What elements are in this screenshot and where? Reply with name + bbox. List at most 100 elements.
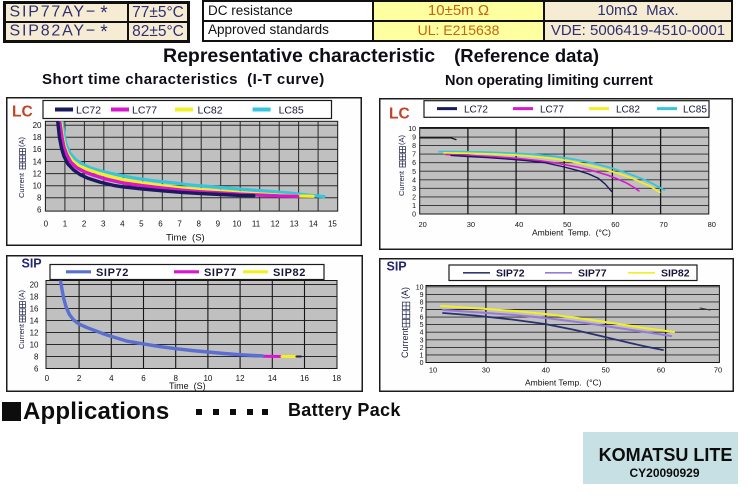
- svg-text:(A): (A): [397, 135, 406, 146]
- svg-text:8: 8: [196, 220, 201, 229]
- svg-text:2: 2: [77, 374, 82, 383]
- svg-text:7: 7: [420, 307, 424, 314]
- svg-text:10: 10: [416, 284, 424, 291]
- svg-text:40: 40: [542, 366, 550, 375]
- svg-text:LC72: LC72: [76, 105, 101, 117]
- svg-text:5: 5: [412, 169, 416, 176]
- svg-text:4: 4: [420, 330, 424, 337]
- svg-text:18: 18: [30, 292, 39, 301]
- svg-text:13: 13: [290, 220, 299, 229]
- svg-text:SIP72: SIP72: [96, 267, 129, 279]
- svg-text:(A): (A): [400, 287, 410, 299]
- svg-text:(A): (A): [17, 137, 26, 148]
- svg-text:18: 18: [332, 374, 341, 383]
- svg-text:6: 6: [412, 160, 416, 167]
- svg-text:14: 14: [268, 374, 277, 383]
- svg-text:Time (S): Time (S): [169, 381, 206, 391]
- svg-text:9: 9: [412, 135, 416, 142]
- svg-text:LC: LC: [389, 106, 410, 123]
- svg-text:LC: LC: [12, 104, 33, 121]
- svg-text:7: 7: [412, 152, 416, 159]
- svg-text:LC85: LC85: [279, 105, 304, 117]
- svg-text:14: 14: [30, 316, 39, 325]
- svg-text:8: 8: [37, 194, 42, 203]
- svg-text:Current: Current: [397, 170, 406, 196]
- svg-text:6: 6: [158, 220, 163, 229]
- svg-text:10: 10: [408, 126, 416, 133]
- svg-text:20: 20: [419, 220, 427, 229]
- svg-text:Current: Current: [17, 323, 26, 349]
- svg-text:Ambient Temp. (°C): Ambient Temp. (°C): [532, 228, 611, 238]
- svg-text:Current: Current: [17, 172, 26, 198]
- svg-text:16: 16: [300, 374, 309, 383]
- svg-text:LC77: LC77: [132, 105, 157, 117]
- svg-text:LC82: LC82: [198, 105, 223, 117]
- svg-text:1: 1: [63, 220, 68, 229]
- svg-text:30: 30: [482, 366, 490, 375]
- svg-text:9: 9: [216, 220, 221, 229]
- svg-text:2: 2: [82, 220, 87, 229]
- svg-text:10: 10: [232, 220, 241, 229]
- svg-text:LC72: LC72: [464, 105, 488, 116]
- svg-text:5: 5: [420, 322, 424, 329]
- svg-text:SIP72: SIP72: [496, 268, 525, 280]
- svg-text:40: 40: [515, 220, 523, 229]
- svg-text:80: 80: [708, 220, 716, 229]
- svg-text:70: 70: [714, 366, 722, 375]
- svg-text:12: 12: [236, 374, 245, 383]
- svg-text:12: 12: [271, 220, 280, 229]
- svg-text:50: 50: [602, 366, 610, 375]
- svg-text:60: 60: [611, 220, 619, 229]
- svg-text:0: 0: [412, 212, 416, 219]
- svg-text:6: 6: [420, 315, 424, 322]
- svg-text:SIP: SIP: [387, 260, 407, 274]
- svg-text:8: 8: [34, 352, 39, 361]
- svg-text:6: 6: [34, 364, 39, 373]
- svg-text:8: 8: [420, 299, 424, 306]
- svg-text:9: 9: [420, 292, 424, 299]
- svg-text:20: 20: [33, 121, 42, 130]
- svg-text:15: 15: [328, 220, 337, 229]
- svg-text:4: 4: [109, 374, 114, 383]
- svg-text:5: 5: [139, 220, 144, 229]
- svg-text:10: 10: [30, 340, 39, 349]
- svg-text:16: 16: [33, 145, 42, 154]
- svg-text:3: 3: [420, 337, 424, 344]
- svg-text:LC82: LC82: [616, 105, 640, 116]
- svg-text:14: 14: [309, 220, 318, 229]
- svg-text:SIP82: SIP82: [661, 268, 690, 280]
- svg-text:LC77: LC77: [540, 105, 564, 116]
- svg-text:Ambient Temp. (°C): Ambient Temp. (°C): [525, 378, 602, 388]
- svg-text:0: 0: [420, 360, 424, 367]
- svg-text:SIP: SIP: [22, 257, 42, 271]
- svg-text:SIP77: SIP77: [204, 267, 237, 279]
- svg-text:50: 50: [563, 220, 571, 229]
- svg-text:Time (S): Time (S): [166, 233, 205, 244]
- svg-text:4: 4: [412, 177, 416, 184]
- svg-text:4: 4: [120, 220, 125, 229]
- svg-text:16: 16: [30, 304, 39, 313]
- svg-text:18: 18: [33, 133, 42, 142]
- svg-text:8: 8: [173, 374, 178, 383]
- svg-text:7: 7: [177, 220, 182, 229]
- svg-text:1: 1: [420, 352, 424, 359]
- svg-text:10: 10: [429, 366, 437, 375]
- svg-text:1: 1: [412, 203, 416, 210]
- svg-text:8: 8: [412, 143, 416, 150]
- svg-text:70: 70: [659, 220, 667, 229]
- svg-text:Current: Current: [400, 327, 410, 358]
- svg-text:10: 10: [203, 374, 212, 383]
- svg-text:0: 0: [44, 220, 49, 229]
- svg-text:2: 2: [420, 345, 424, 352]
- svg-text:12: 12: [33, 169, 42, 178]
- svg-text:10: 10: [33, 182, 42, 191]
- svg-text:6: 6: [141, 374, 146, 383]
- svg-text:2: 2: [412, 194, 416, 201]
- svg-text:0: 0: [45, 374, 50, 383]
- svg-text:11: 11: [252, 220, 261, 229]
- svg-text:3: 3: [101, 220, 106, 229]
- svg-text:20: 20: [30, 280, 39, 289]
- svg-text:(A): (A): [17, 290, 26, 301]
- svg-text:14: 14: [33, 157, 42, 166]
- svg-text:60: 60: [657, 366, 665, 375]
